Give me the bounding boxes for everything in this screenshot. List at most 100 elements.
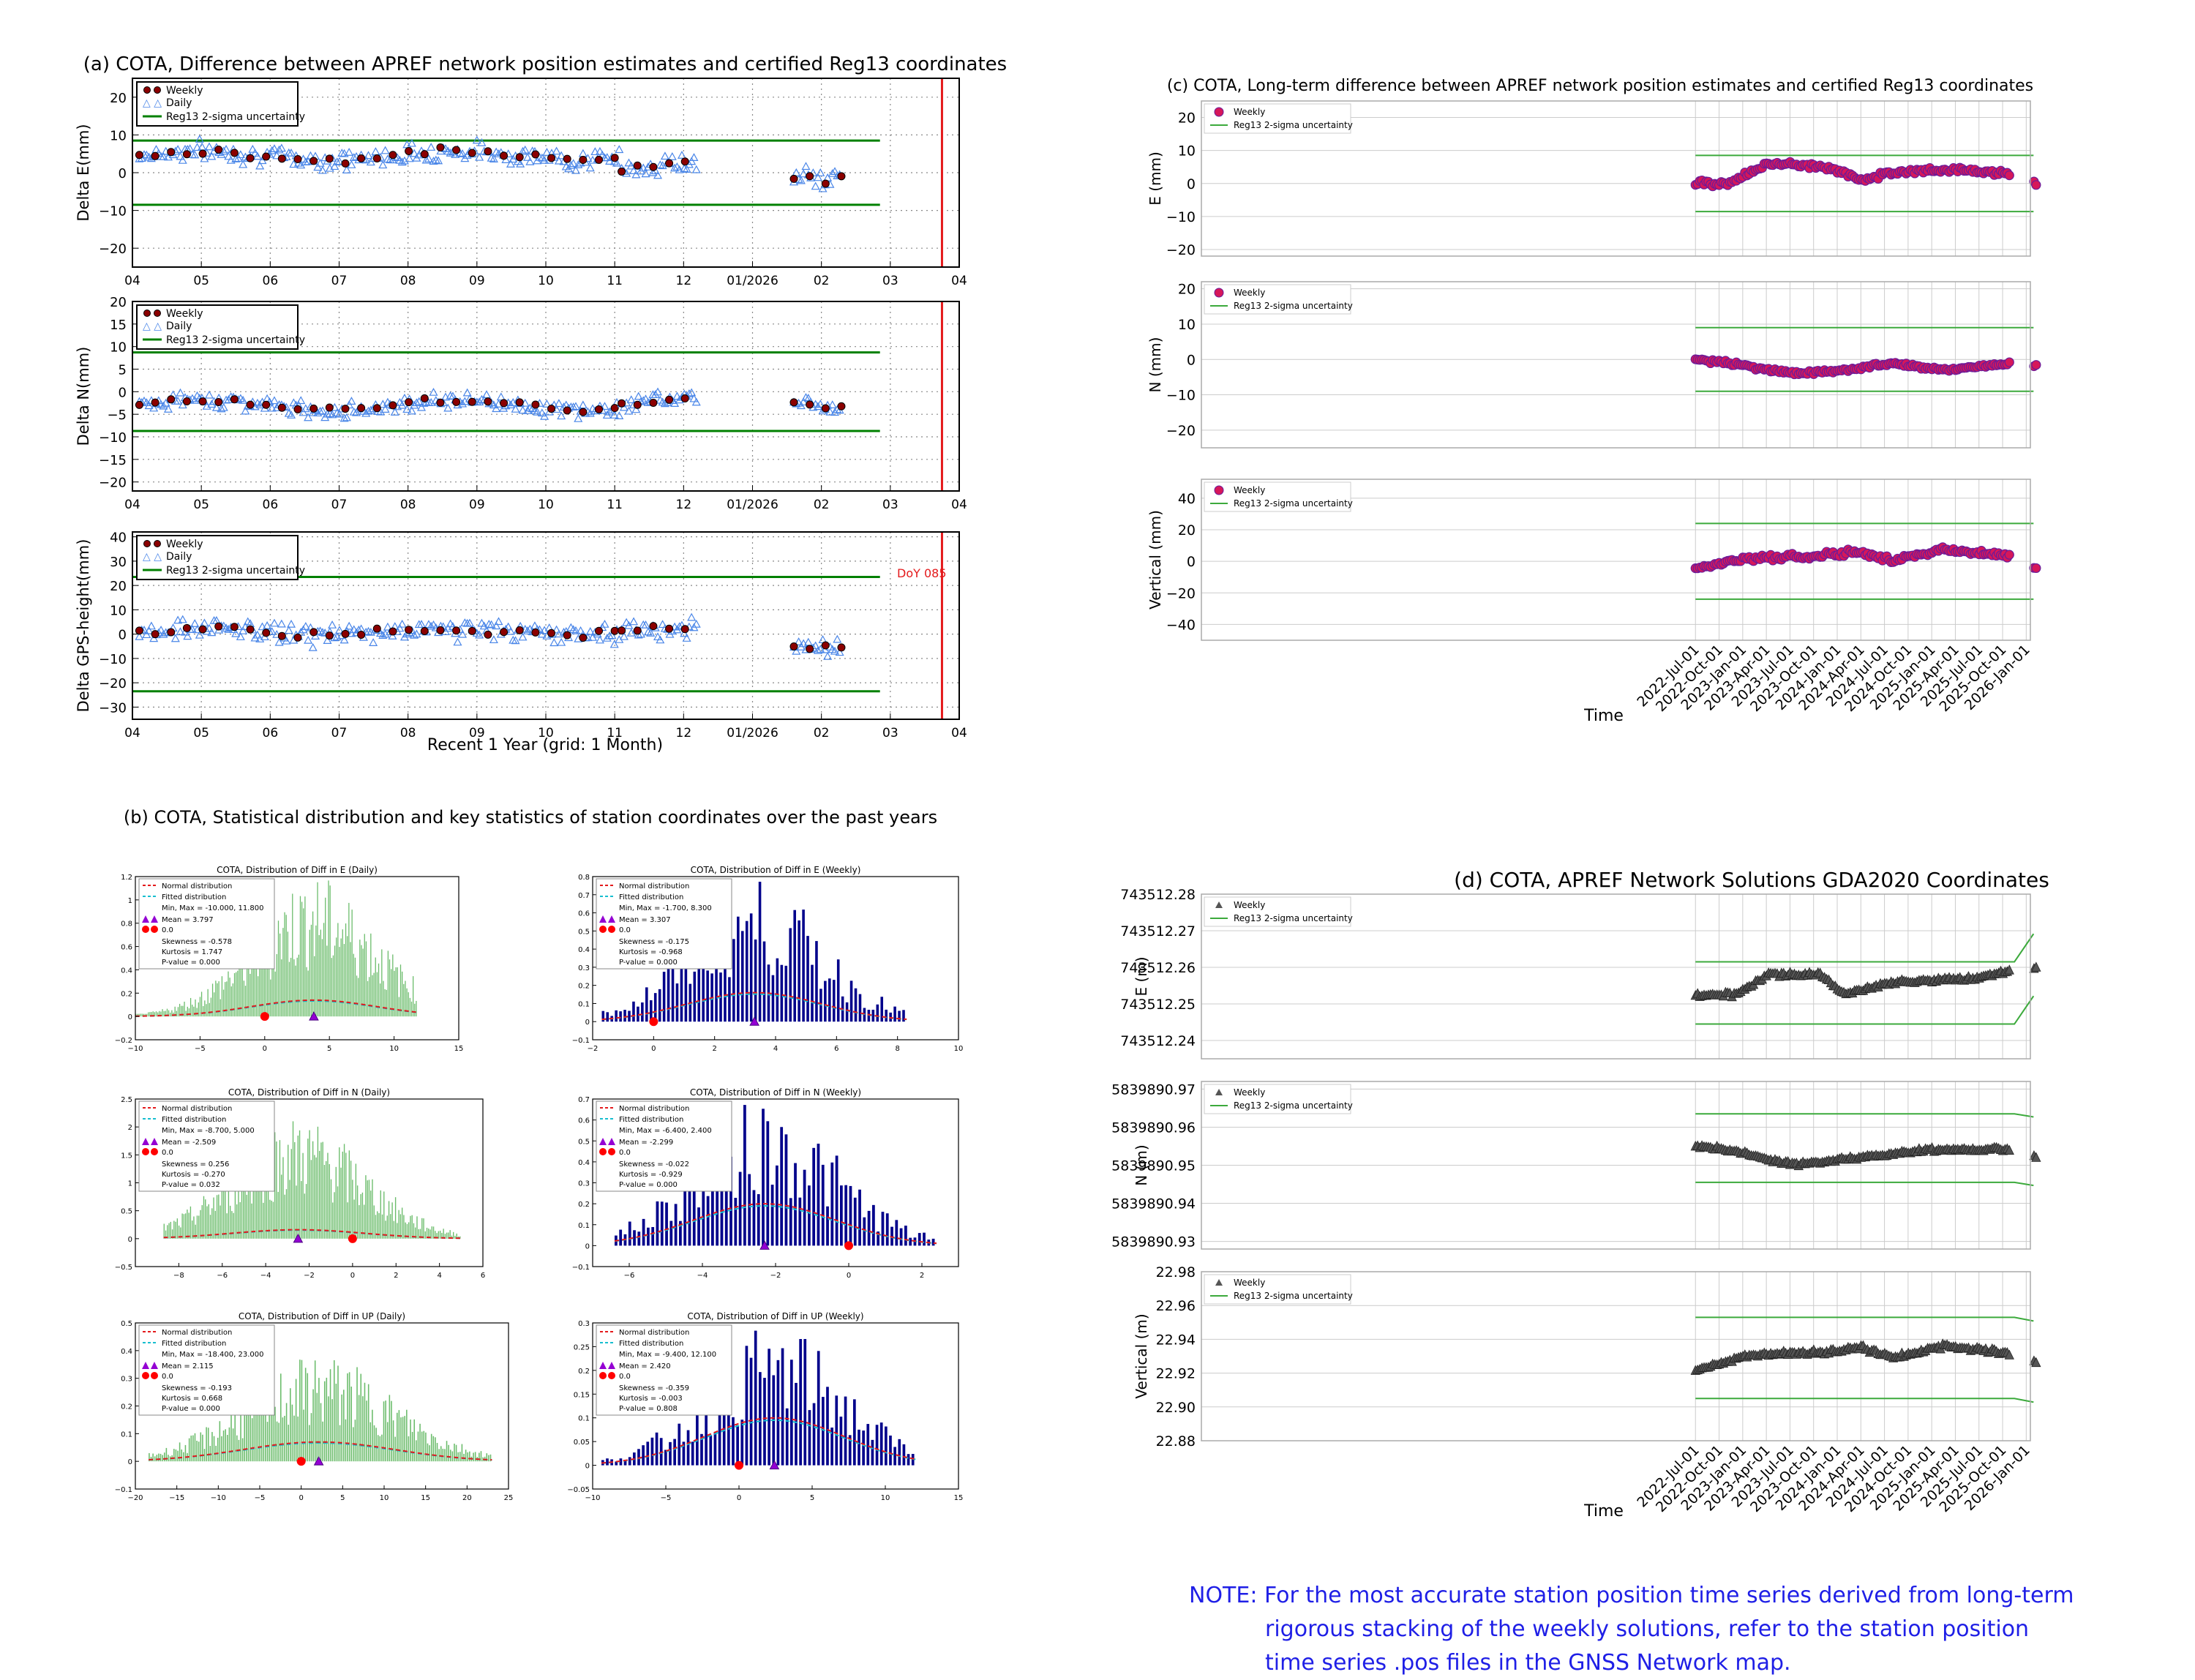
histogram-bar	[821, 1164, 825, 1246]
ytick-label: 20	[1178, 110, 1196, 127]
ytick-label: 5839890.96	[1111, 1120, 1196, 1136]
histogram-bar	[469, 1451, 470, 1462]
histogram-bar	[757, 1194, 760, 1246]
xtick-label: 10	[881, 1494, 890, 1502]
daily-point	[325, 163, 334, 172]
xtick-label: 06	[263, 498, 279, 512]
histogram-bar	[789, 928, 792, 1022]
histogram-bar	[184, 1213, 187, 1239]
daily-point	[823, 651, 833, 660]
histogram-bar	[459, 1452, 461, 1462]
daily-point	[571, 626, 580, 634]
histogram-bar	[240, 961, 241, 1017]
histogram-bar	[406, 1223, 408, 1239]
axes-frame	[592, 1322, 959, 1490]
histogram-bar	[436, 1233, 438, 1239]
histogram-bar	[909, 1237, 912, 1246]
daily-point	[383, 154, 392, 163]
daily-point	[578, 149, 588, 157]
histogram-bar	[296, 957, 298, 1017]
daily-point	[380, 146, 390, 154]
histogram-bar	[174, 1006, 176, 1017]
weekly-point	[468, 626, 476, 635]
histogram-bar	[619, 1011, 622, 1022]
histogram-bar	[361, 1192, 364, 1239]
histogram-bar	[209, 1002, 210, 1017]
histogram-bar	[400, 1417, 402, 1462]
histogram-bar	[385, 1400, 386, 1462]
legend-label: 0.0	[619, 1373, 631, 1381]
weekly-point	[151, 398, 160, 407]
xtick-label: −5	[255, 1494, 266, 1502]
daily-point	[399, 393, 409, 402]
daily-point	[178, 615, 187, 623]
daily-point	[462, 388, 472, 397]
histogram-bar	[645, 987, 648, 1022]
histogram-bar	[697, 934, 701, 1022]
histogram-bar	[352, 1180, 353, 1239]
histogram-bar	[646, 1441, 650, 1466]
weekly-point	[665, 159, 674, 168]
histogram-bar	[743, 1105, 746, 1246]
xtick-label: 10	[538, 726, 554, 740]
histogram-bar	[196, 1215, 198, 1239]
histogram-bar	[839, 1417, 843, 1466]
weekly-point	[309, 157, 318, 165]
legend-box	[596, 878, 732, 970]
weekly-point	[309, 628, 318, 637]
weekly-point	[468, 149, 476, 157]
daily-point	[626, 161, 636, 170]
histogram-bar	[351, 910, 353, 1017]
histogram-bar	[181, 1449, 183, 1462]
axes-frame	[132, 531, 960, 720]
histogram-bar	[202, 1434, 203, 1462]
histogram-bar	[454, 1443, 455, 1462]
pc-subplot-1: −20 −10 0 10 20 Weekly Reg13 2-sigma uncertain…	[1147, 100, 2041, 258]
legend-label: 0.0	[619, 1149, 631, 1157]
histogram-bar	[848, 1435, 852, 1466]
daily-point	[252, 630, 262, 639]
histogram-bar	[241, 955, 243, 1017]
histogram-bar	[329, 885, 331, 1017]
daily-point	[660, 399, 669, 408]
histogram-bar	[877, 1231, 880, 1246]
xtick-label: 10	[954, 1045, 964, 1053]
histogram-bar	[424, 1231, 426, 1239]
histogram-bar	[312, 1389, 314, 1462]
histogram-bar	[713, 1432, 717, 1466]
histogram-bar	[893, 1447, 896, 1466]
histogram-bar	[290, 958, 292, 1017]
histogram-bar	[347, 1373, 348, 1462]
weekly-point	[595, 155, 604, 164]
histogram-bar	[253, 1387, 255, 1462]
daily-point	[653, 170, 663, 179]
histogram-bar	[227, 1435, 228, 1462]
histogram-bar	[310, 1160, 312, 1239]
histogram-bar	[453, 1231, 454, 1239]
histogram-bar	[331, 958, 332, 1017]
histogram-bar	[390, 1214, 391, 1239]
histogram-bar	[274, 1132, 276, 1239]
histogram-bar	[248, 949, 249, 1017]
daily-point	[211, 402, 221, 411]
daily-point	[330, 162, 339, 170]
histogram-bar	[274, 1406, 276, 1462]
xtick-label: 20	[462, 1494, 472, 1502]
ytick-label: 20	[110, 579, 127, 594]
histogram-bar	[345, 1419, 347, 1462]
stat-kurtosis: Kurtosis = -0.003	[619, 1395, 683, 1403]
stat-kurtosis: Kurtosis = 1.747	[162, 948, 222, 956]
histogram-bar	[198, 1002, 199, 1017]
histogram-bar	[179, 1003, 181, 1017]
histogram-bar	[451, 1235, 453, 1239]
histogram-bar	[413, 1419, 416, 1462]
ytick-label: −0.1	[572, 1264, 590, 1272]
histogram-bar	[241, 1438, 244, 1462]
histogram-bar	[301, 1360, 303, 1462]
histogram-bar	[419, 1229, 421, 1239]
histogram-bar	[340, 938, 342, 1017]
histogram-bar	[168, 1223, 170, 1239]
weekly-point	[633, 400, 642, 409]
daily-point	[277, 619, 286, 628]
